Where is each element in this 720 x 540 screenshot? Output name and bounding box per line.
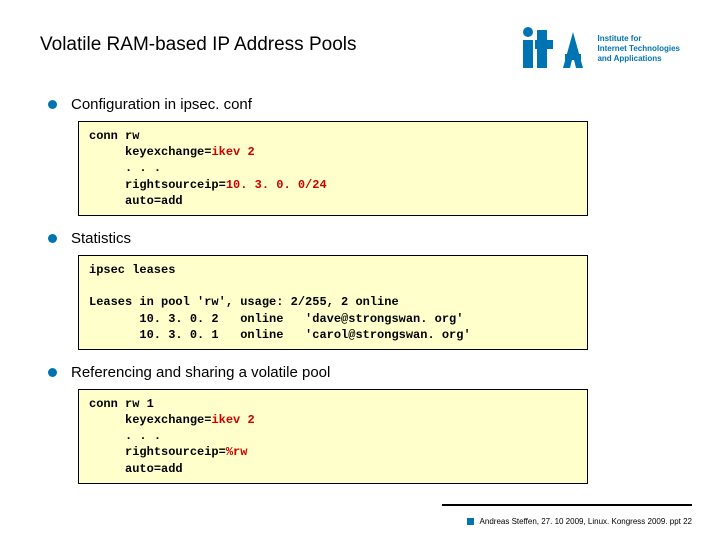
section-label: Configuration in ipsec. conf xyxy=(71,96,252,113)
logo-line-3: and Applications xyxy=(597,54,680,64)
slide-title: Volatile RAM-based IP Address Pools xyxy=(40,28,357,56)
logo-line-2: Internet Technologies xyxy=(597,44,680,54)
section-config: Configuration in ipsec. conf conn rw key… xyxy=(40,96,680,216)
section-head: Statistics xyxy=(48,230,680,247)
code-block-ref: conn rw 1 keyexchange=ikev 2 . . . right… xyxy=(78,389,588,484)
bullet-icon xyxy=(48,234,57,243)
section-stats: Statistics ipsec leases Leases in pool '… xyxy=(40,230,680,350)
section-label: Referencing and sharing a volatile pool xyxy=(71,364,330,381)
footer-square-icon xyxy=(467,518,474,525)
code-block-config: conn rw keyexchange=ikev 2 . . . rightso… xyxy=(78,121,588,216)
section-head: Referencing and sharing a volatile pool xyxy=(48,364,680,381)
bullet-icon xyxy=(48,368,57,377)
code-block-stats: ipsec leases Leases in pool 'rw', usage:… xyxy=(78,255,588,350)
header: Volatile RAM-based IP Address Pools Inst… xyxy=(40,28,680,70)
section-ref: Referencing and sharing a volatile pool … xyxy=(40,364,680,484)
section-label: Statistics xyxy=(71,230,131,247)
footer-text: Andreas Steffen, 27. 10 2009, Linux. Kon… xyxy=(480,517,692,526)
slide: Volatile RAM-based IP Address Pools Inst… xyxy=(0,0,720,540)
content: Configuration in ipsec. conf conn rw key… xyxy=(40,96,680,484)
logo-subtitle: Institute for Internet Technologies and … xyxy=(597,28,680,64)
footer-rule xyxy=(442,504,692,506)
logo-line-1: Institute for xyxy=(597,34,680,44)
section-head: Configuration in ipsec. conf xyxy=(48,96,680,113)
bullet-icon xyxy=(48,100,57,109)
footer: Andreas Steffen, 27. 10 2009, Linux. Kon… xyxy=(467,517,692,526)
ita-logo-icon xyxy=(521,28,589,70)
logo-block: Institute for Internet Technologies and … xyxy=(521,28,680,70)
